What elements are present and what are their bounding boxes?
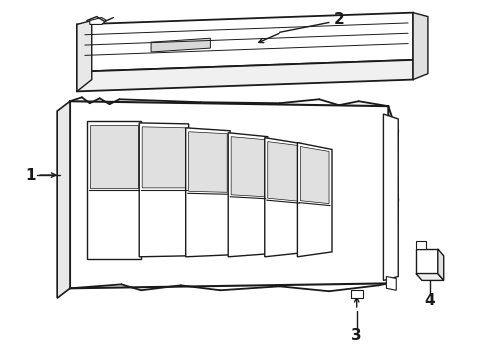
Polygon shape (77, 21, 92, 91)
Text: 3: 3 (351, 328, 362, 343)
Polygon shape (265, 138, 301, 257)
Polygon shape (77, 13, 413, 72)
Polygon shape (189, 132, 227, 192)
Polygon shape (139, 123, 189, 257)
Polygon shape (228, 133, 268, 257)
Polygon shape (231, 137, 265, 197)
Polygon shape (387, 276, 396, 290)
Polygon shape (300, 147, 329, 204)
Polygon shape (438, 249, 444, 280)
Polygon shape (57, 101, 70, 298)
Polygon shape (416, 274, 444, 280)
Polygon shape (416, 241, 426, 249)
Polygon shape (297, 143, 332, 257)
Polygon shape (268, 141, 298, 201)
Polygon shape (186, 128, 230, 257)
Text: 1: 1 (25, 167, 36, 183)
Polygon shape (77, 60, 413, 91)
Polygon shape (87, 121, 141, 259)
Polygon shape (416, 249, 438, 274)
Polygon shape (90, 125, 138, 188)
Text: 2: 2 (334, 12, 344, 27)
Polygon shape (90, 18, 107, 24)
Polygon shape (413, 13, 428, 80)
FancyBboxPatch shape (351, 290, 363, 298)
Polygon shape (151, 38, 210, 52)
Polygon shape (383, 114, 398, 280)
Polygon shape (142, 127, 186, 188)
Text: 4: 4 (424, 293, 435, 307)
Polygon shape (70, 101, 389, 288)
